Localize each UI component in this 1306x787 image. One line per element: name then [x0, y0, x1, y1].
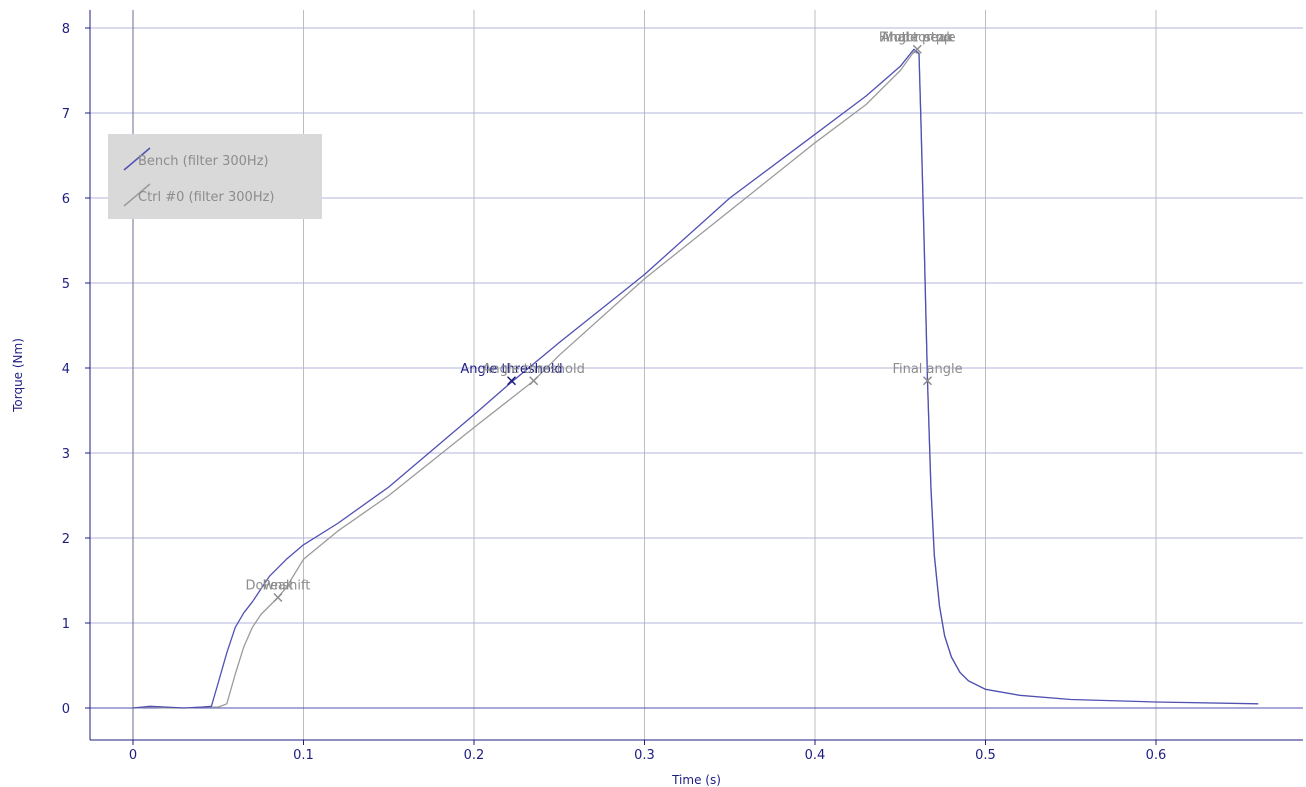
annotation-label: Peak — [262, 579, 293, 594]
annotation-label: Final angle — [892, 362, 962, 377]
series-group — [132, 48, 1259, 709]
annotation-marker — [273, 592, 283, 603]
annotation-marker — [506, 376, 517, 386]
annotation-marker — [529, 376, 539, 386]
tick-labels: 0 0.1 0.2 0.3 0.4 0.5 0.6 0 1 2 3 4 5 6 7 8 — [62, 22, 1167, 763]
y-tick-label: 6 — [62, 192, 70, 207]
x-tick-label: 0.5 — [975, 748, 996, 763]
annotation-label: Downshift — [245, 579, 310, 594]
annotation-label: Angle peak — [881, 30, 954, 45]
annotation-label: Angle threshold — [482, 362, 584, 377]
axes — [85, 10, 1303, 745]
legend-entry: Bench (filter 300Hz) — [138, 154, 269, 169]
y-tick-label: 8 — [62, 22, 70, 37]
y-tick-label: 5 — [62, 277, 70, 292]
legend-swatch — [123, 183, 151, 207]
x-tick-label: 0.1 — [293, 748, 314, 763]
x-tick-label: 0 — [129, 748, 137, 763]
annotation-label: Motor stop — [882, 30, 952, 45]
legend-swatch — [123, 147, 151, 171]
legend-entry: Ctrl #0 (filter 300Hz) — [138, 190, 275, 205]
y-tick-label: 2 — [62, 532, 70, 547]
legend[interactable]: Bench (filter 300Hz) Ctrl #0 (filter 300H… — [108, 134, 322, 219]
grid — [90, 10, 1303, 740]
x-tick-label: 0.4 — [805, 748, 826, 763]
x-axis-label: Time (s) — [671, 773, 721, 787]
x-tick-label: 0.6 — [1146, 748, 1167, 763]
y-tick-label: 7 — [62, 107, 70, 122]
annotation-label: Angle threshold — [460, 362, 562, 377]
annotation-marker — [922, 376, 933, 386]
y-tick-label: 0 — [62, 702, 70, 717]
annotation-marker — [912, 44, 922, 54]
annotation-label: Final torque — [879, 30, 956, 45]
x-tick-label: 0.3 — [634, 748, 655, 763]
x-tick-label: 0.2 — [464, 748, 485, 763]
y-tick-label: 4 — [62, 362, 70, 377]
y-tick-label: 3 — [62, 447, 70, 462]
y-axis-label: Torque (Nm) — [11, 338, 25, 413]
y-tick-label: 1 — [62, 617, 70, 632]
legend-background — [108, 134, 322, 219]
series-line — [132, 48, 1259, 709]
